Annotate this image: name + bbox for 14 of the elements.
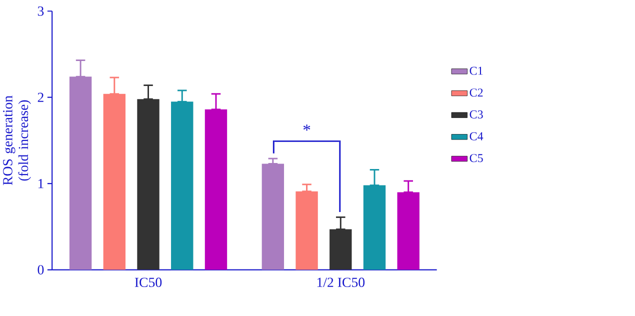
y-tick-label: 3 [38,6,44,16]
y-tick-label: 0 [38,265,44,274]
x-tick-label: 1/2 IC50 [317,278,365,287]
annotation: * [303,124,310,131]
legend-label: C1 [470,66,483,75]
y-tick-label: 1 [38,178,44,188]
legend-label: C3 [470,110,483,118]
legend-label: C2 [470,88,483,97]
y-axis-title: ROS generation (fold increase) [3,96,31,186]
x-tick-label: IC50 [134,278,162,287]
legend-label: C4 [470,132,484,140]
bar [262,164,284,270]
y-tick-label: 2 [38,92,44,102]
legend-label: C5 [470,154,483,162]
